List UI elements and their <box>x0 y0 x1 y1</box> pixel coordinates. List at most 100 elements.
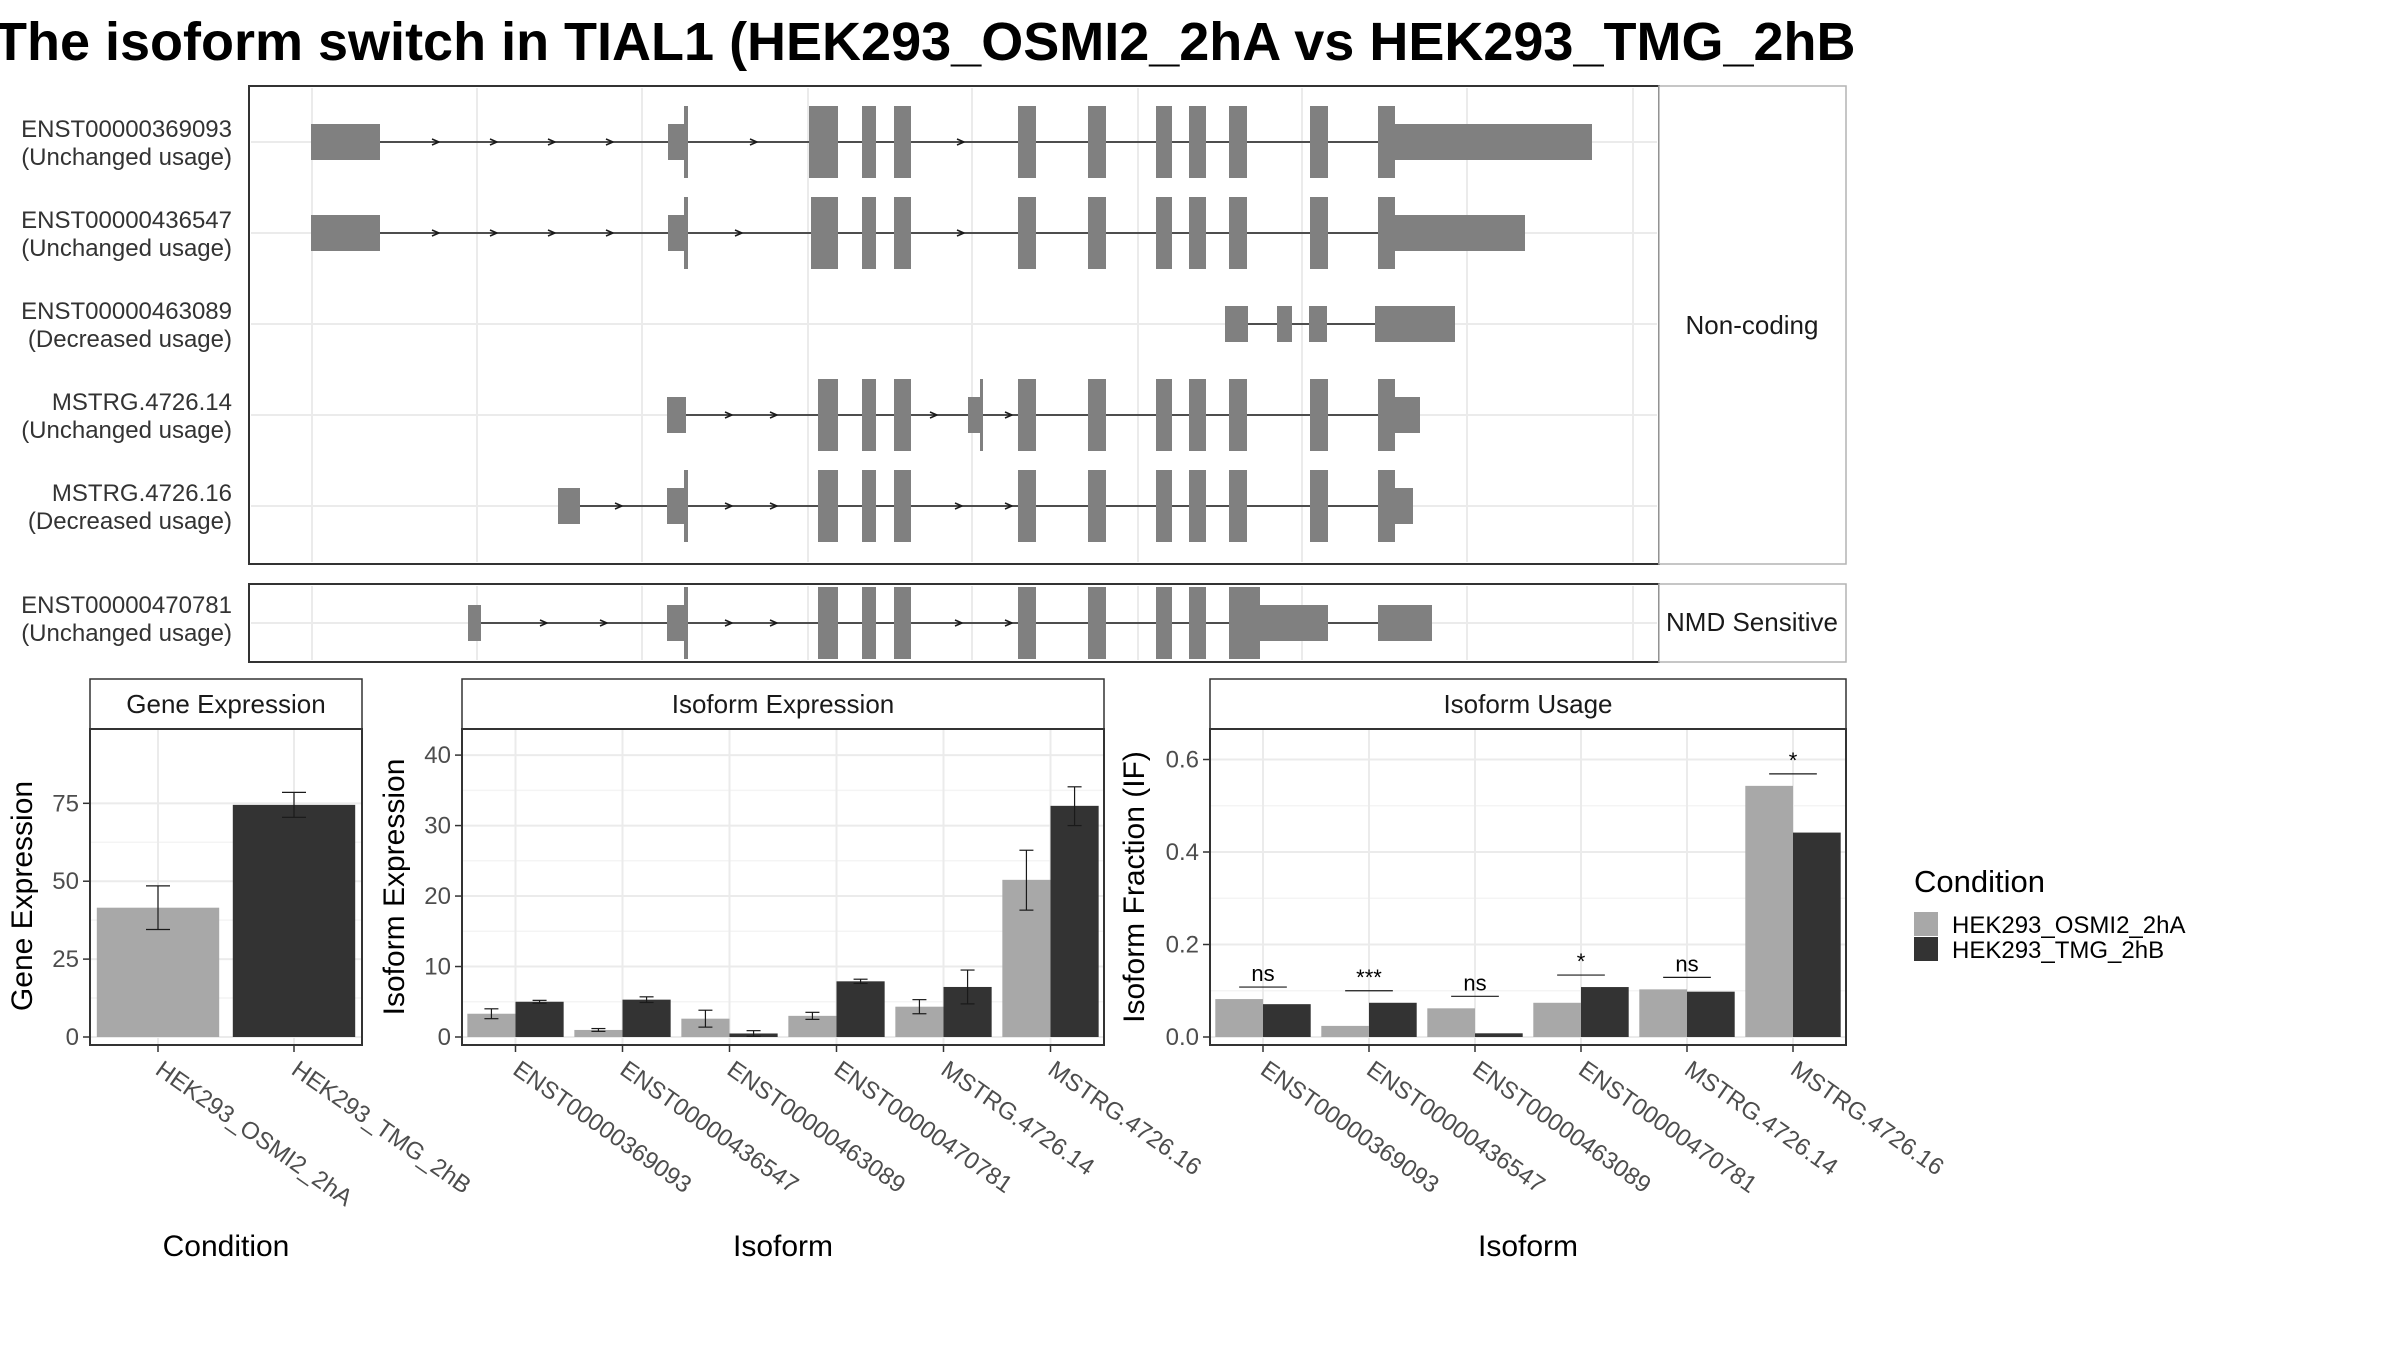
bar <box>1745 785 1793 1037</box>
coding-exon <box>818 379 838 451</box>
strand-arrow <box>614 502 624 510</box>
y-tick-label: 0.6 <box>1166 747 1199 774</box>
coding-exon <box>894 197 911 269</box>
x-tick-label: ENST00000369093 <box>1256 1056 1444 1199</box>
utr-exon <box>1393 397 1420 433</box>
y-tick-label: 0.0 <box>1166 1024 1199 1051</box>
coding-exon <box>684 106 688 178</box>
isoform-expression-panel: Isoform Expression Isoform Isoform Expre… <box>378 678 1206 1263</box>
x-tick-label: ENST00000463089 <box>1468 1056 1656 1199</box>
figure-title: The isoform switch in TIAL1 (HEK293_OSMI… <box>0 12 1856 72</box>
strand-arrow <box>769 411 779 419</box>
transcript-label-6-id: ENST00000470781 <box>21 592 232 619</box>
coding-exon <box>1156 379 1172 451</box>
isoform-expression-y-title: Isoform Expression <box>378 759 411 1016</box>
coding-exon <box>1231 587 1260 659</box>
legend-swatch-cond2 <box>1914 937 1938 961</box>
coding-exon <box>1229 379 1247 451</box>
utr-exon <box>1393 488 1413 524</box>
strand-arrow <box>724 502 734 510</box>
coding-exon <box>1018 587 1036 659</box>
strand-arrow <box>489 138 499 146</box>
coding-exon <box>1189 197 1206 269</box>
x-tick-label: ENST00000470781 <box>1574 1056 1762 1199</box>
coding-exon <box>862 379 876 451</box>
coding-exon <box>1189 106 1206 178</box>
bar <box>1369 1002 1417 1037</box>
coding-exon <box>1088 197 1106 269</box>
strand-arrow <box>489 229 499 237</box>
significance-label: * <box>1789 748 1798 773</box>
significance-label: ns <box>1675 951 1698 976</box>
bar <box>1793 832 1841 1037</box>
strand-arrow <box>956 138 966 146</box>
coding-exon <box>862 197 876 269</box>
bar <box>574 1029 623 1037</box>
coding-exon <box>894 106 911 178</box>
utr-exon <box>1277 306 1292 342</box>
utr-exon <box>667 605 686 641</box>
gene-expression-strip <box>89 678 363 730</box>
coding-exon <box>1088 587 1106 659</box>
x-tick-label: ENST00000436547 <box>1362 1056 1550 1199</box>
gene-expression-strip-label: Gene Expression <box>126 689 325 719</box>
x-tick-label: ENST00000369093 <box>508 1056 696 1199</box>
transcript-label-3-id: ENST00000463089 <box>21 298 232 325</box>
coding-exon <box>1088 106 1106 178</box>
coding-exon <box>684 587 688 659</box>
utr-exon <box>1225 306 1248 342</box>
coding-exon <box>862 587 876 659</box>
coding-exon <box>1156 106 1172 178</box>
transcript-label-4-id: MSTRG.4726.14 <box>52 389 232 416</box>
bar <box>788 1015 837 1037</box>
strand-arrow <box>1004 502 1014 510</box>
transcript-track <box>1225 306 1455 342</box>
bar <box>1215 999 1263 1037</box>
y-tick-label: 10 <box>424 954 451 981</box>
y-tick-label: 50 <box>52 868 79 895</box>
utr-exon <box>311 124 380 160</box>
utr-exon <box>311 215 380 251</box>
coding-exon <box>1018 379 1036 451</box>
y-tick-label: 0.2 <box>1166 932 1199 959</box>
strand-arrow <box>954 502 964 510</box>
utr-exon <box>1375 306 1455 342</box>
strip-non-coding: Non-coding <box>1686 310 1819 340</box>
strand-arrow <box>431 229 441 237</box>
transcript-label-4-usage: (Unchanged usage) <box>21 417 232 444</box>
isoform-usage-y-title: Isoform Fraction (IF) <box>1118 751 1151 1023</box>
transcript-track <box>311 106 1592 178</box>
strand-arrow <box>1004 619 1014 627</box>
transcript-track <box>558 470 1413 542</box>
coding-exon <box>1310 379 1328 451</box>
coding-exon <box>1378 197 1395 269</box>
coding-exon <box>1310 106 1328 178</box>
coding-exon <box>809 106 838 178</box>
coding-exon <box>1229 470 1247 542</box>
coding-exon <box>818 470 838 542</box>
strand-arrow <box>539 619 549 627</box>
y-tick-label: 30 <box>424 813 451 840</box>
coding-exon <box>1156 587 1172 659</box>
coding-exon <box>1229 197 1247 269</box>
legend-title: Condition <box>1914 864 2045 899</box>
isoform-expression-x-title: Isoform <box>733 1230 833 1263</box>
transcript-label-5-usage: (Decreased usage) <box>28 508 232 535</box>
isoform-usage-strip <box>1209 678 1847 730</box>
transcript-label-1-usage: (Unchanged usage) <box>21 144 232 171</box>
isoform-usage-panel: Isoform Usage Isoform Isoform Fraction (… <box>1118 678 1949 1263</box>
bar <box>467 1013 516 1037</box>
coding-exon <box>1018 106 1036 178</box>
isoform-expression-strip-label: Isoform Expression <box>672 689 895 719</box>
transcript-track <box>667 379 1420 451</box>
plot-area <box>1209 728 1847 1046</box>
y-tick-label: 0 <box>438 1024 451 1051</box>
plot-area <box>461 728 1105 1046</box>
bar <box>515 1001 564 1037</box>
coding-exon <box>980 379 983 451</box>
coding-exon <box>1156 470 1172 542</box>
y-tick-label: 0 <box>66 1024 79 1051</box>
legend: Condition HEK293_OSMI2_2hA HEK293_TMG_2h… <box>1914 864 2185 964</box>
transcript-label-3-usage: (Decreased usage) <box>28 326 232 353</box>
